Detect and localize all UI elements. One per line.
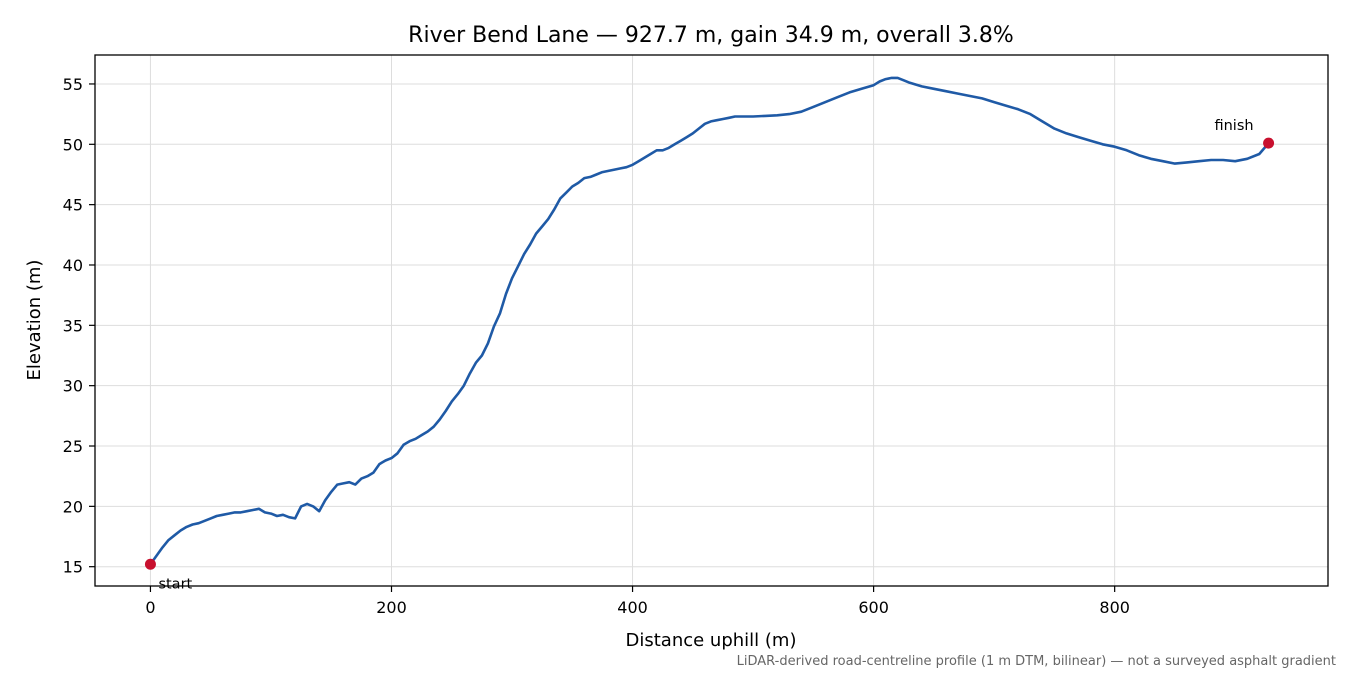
y-tick-label: 40: [63, 256, 83, 275]
x-tick-label: 800: [1099, 598, 1130, 617]
finish-label: finish: [1214, 118, 1253, 134]
plot-frame: [94, 54, 1329, 587]
y-tick-label: 15: [63, 558, 83, 577]
y-tick-label: 30: [63, 377, 83, 396]
chart-title: River Bend Lane — 927.7 m, gain 34.9 m, …: [408, 23, 1014, 48]
y-tick-label: 45: [63, 196, 83, 215]
x-tick-label: 600: [858, 598, 889, 617]
y-tick-label: 50: [63, 135, 83, 154]
y-axis-label: Elevation (m): [24, 260, 45, 381]
elevation-line: [149, 76, 1270, 566]
axis-ticks: 0 200 400 600 800 15 20 25 30 35 40 45 50 55: [63, 75, 1130, 617]
y-tick-label: 35: [63, 316, 83, 335]
start-label: start: [158, 576, 192, 592]
x-tick-label: 400: [617, 598, 648, 617]
x-axis-label: Distance uphill (m): [626, 630, 797, 651]
x-tick-label: 200: [376, 598, 407, 617]
y-tick-label: 25: [63, 437, 83, 456]
y-tick-label: 20: [63, 497, 83, 516]
endpoint-markers: start finish: [144, 118, 1275, 592]
y-tick-label: 55: [63, 75, 83, 94]
footnote: LiDAR-derived road-centreline profile (1…: [737, 654, 1336, 669]
x-tick-label: 0: [145, 598, 155, 617]
start-marker: [144, 558, 156, 570]
grid-lines: [95, 55, 1328, 586]
finish-marker: [1263, 137, 1275, 149]
